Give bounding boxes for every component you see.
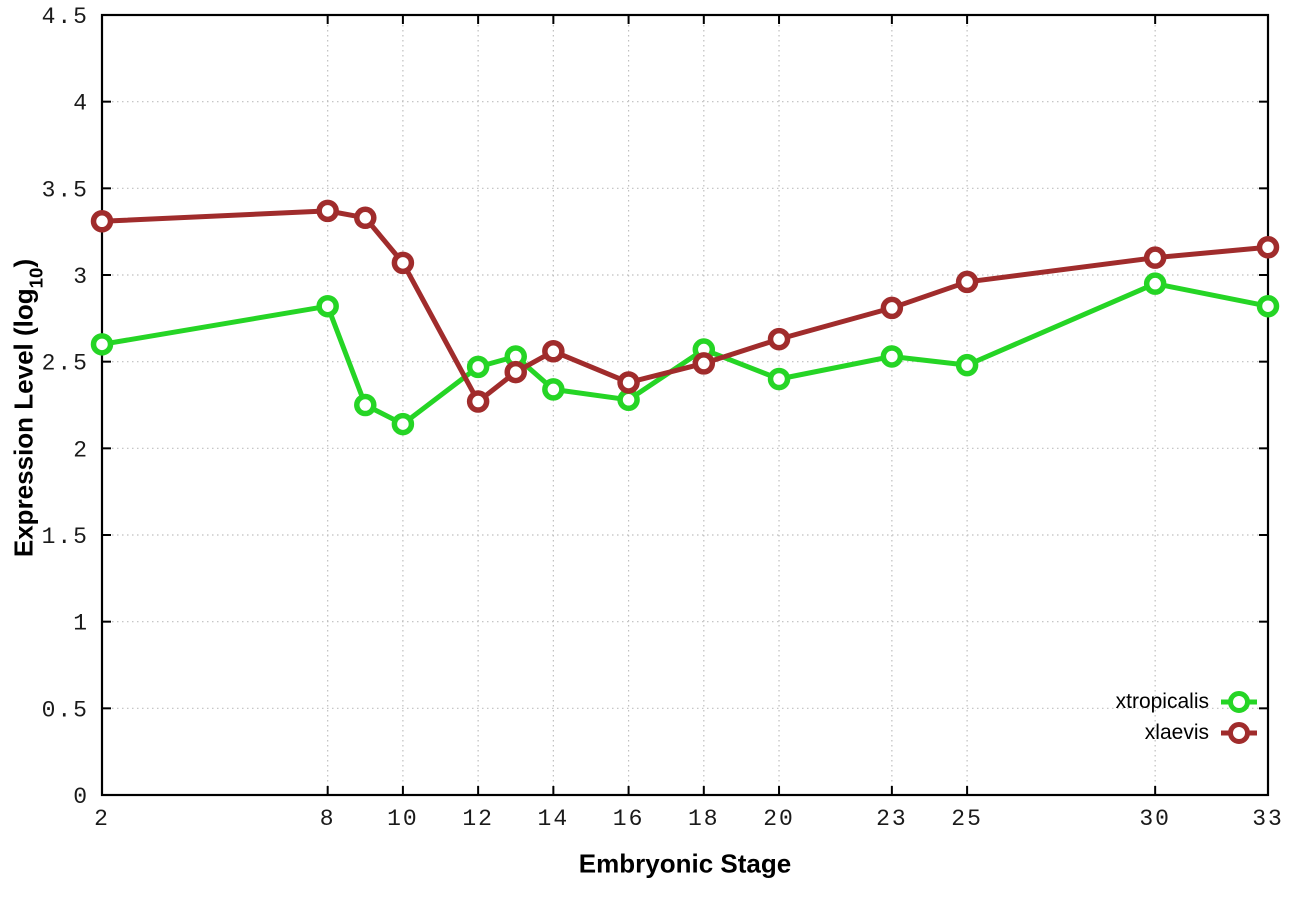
y-tick-label: 1.5 <box>42 524 89 550</box>
legend-item-xtropicalis: xtropicalis <box>1116 686 1260 717</box>
data-point-xlaevis-9 <box>354 206 377 230</box>
x-axis-title: Embryonic Stage <box>578 848 792 879</box>
x-tick-label: 2 <box>94 806 110 832</box>
legend-label: xlaevis <box>1144 720 1209 744</box>
y-tick-label: 3.5 <box>42 177 89 203</box>
legend-marker-icon <box>1221 721 1257 744</box>
x-tick-label: 10 <box>387 806 419 832</box>
x-tick-label: 30 <box>1139 806 1171 832</box>
data-point-xtropicalis-8 <box>316 294 339 318</box>
x-tick-label: 25 <box>951 806 983 832</box>
data-point-xtropicalis-14 <box>542 378 565 401</box>
x-tick-label: 12 <box>462 806 494 832</box>
data-point-xlaevis-33 <box>1256 236 1280 259</box>
x-tick-label: 16 <box>613 806 645 832</box>
y-axis-title-text: Expression Level (log <box>8 288 39 558</box>
data-point-xtropicalis-20 <box>767 367 791 391</box>
data-point-xlaevis-23 <box>880 296 904 320</box>
y-axis-title-subscript: 10 <box>24 267 46 289</box>
x-tick-label: 33 <box>1252 806 1284 832</box>
data-point-xlaevis-25 <box>955 270 979 294</box>
y-tick-label: 1 <box>73 611 89 637</box>
data-point-xtropicalis-10 <box>391 412 415 436</box>
y-tick-label: 2.5 <box>42 351 89 377</box>
data-point-xtropicalis-30 <box>1143 272 1167 295</box>
data-point-xlaevis-18 <box>692 352 716 375</box>
data-point-xtropicalis-2 <box>90 333 114 356</box>
data-point-xtropicalis-25 <box>955 353 979 377</box>
series-line-xlaevis <box>99 208 1271 405</box>
x-tick-label: 8 <box>320 806 336 832</box>
x-tick-label: 20 <box>763 806 795 832</box>
y-tick-label: 0 <box>73 784 89 810</box>
data-point-xtropicalis-33 <box>1256 294 1280 318</box>
data-point-xlaevis-13 <box>504 360 527 384</box>
data-point-xlaevis-14 <box>542 340 565 363</box>
data-point-xlaevis-2 <box>90 210 114 233</box>
legend-label: xtropicalis <box>1115 689 1209 713</box>
y-tick-label: 4 <box>73 91 89 117</box>
x-tick-label: 18 <box>688 806 720 832</box>
y-tick-label: 0.5 <box>42 697 89 723</box>
y-tick-label: 3 <box>73 264 89 290</box>
x-tick-label: 23 <box>876 806 908 832</box>
data-point-xtropicalis-23 <box>880 345 904 368</box>
legend-marker-icon <box>1221 690 1257 713</box>
data-point-xlaevis-16 <box>617 371 640 394</box>
plot-border <box>100 13 1270 797</box>
data-point-xtropicalis-9 <box>354 393 377 417</box>
data-point-xlaevis-8 <box>316 199 339 223</box>
y-tick-label: 4.5 <box>42 4 89 30</box>
legend: xtropicalis xlaevis <box>1116 686 1260 748</box>
data-point-xtropicalis-16 <box>617 388 640 412</box>
y-tick-label: 2 <box>73 437 89 463</box>
data-point-xlaevis-30 <box>1143 246 1167 269</box>
x-tick-label: 14 <box>538 806 570 832</box>
y-axis-title: Expression Level (log10) <box>8 259 46 558</box>
legend-item-xlaevis: xlaevis <box>1116 717 1260 748</box>
data-point-xlaevis-12 <box>466 390 490 413</box>
series-line-xtropicalis <box>99 281 1271 427</box>
data-point-xlaevis-10 <box>391 251 415 275</box>
data-point-xlaevis-20 <box>767 327 791 351</box>
data-point-xtropicalis-12 <box>466 355 490 379</box>
